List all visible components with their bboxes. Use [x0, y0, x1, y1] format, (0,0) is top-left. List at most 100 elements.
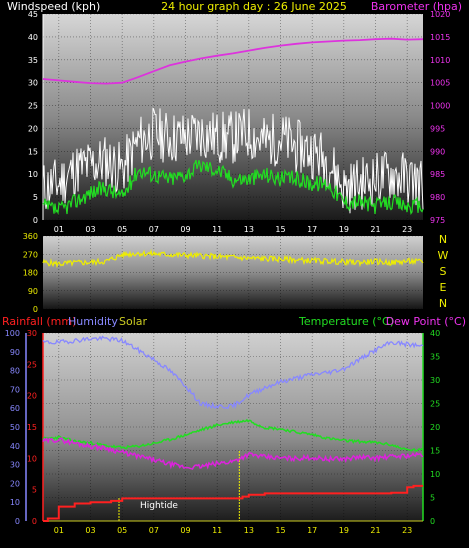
temperature-tick-label: 5: [430, 494, 435, 503]
temperature-tick-label: 40: [430, 329, 440, 338]
compass-label-N: N: [439, 297, 447, 310]
barometer-series-line: [42, 37, 424, 85]
x-tick-label-09: 09: [180, 526, 190, 535]
direction-tick-label: 180: [23, 269, 38, 278]
barometer-tick-label: 1005: [430, 79, 450, 88]
x-tick-label-11: 11: [212, 526, 222, 535]
barometer-tick-label: 990: [430, 147, 445, 156]
temperature-tick-label: 0: [430, 517, 435, 526]
barometer-tick-label: 1000: [430, 102, 450, 111]
barometer-tick-label: 975: [430, 216, 445, 225]
dewpoint-axis-title: Dew Point (°C): [386, 315, 466, 328]
humidity-tick-label: 0: [15, 517, 20, 526]
windspeed-tick-label: 25: [28, 102, 38, 111]
windspeed-tick-label: 0: [33, 216, 38, 225]
humidity-tick-label: 70: [10, 385, 20, 394]
x-tick-label-23: 23: [402, 225, 412, 234]
temperature-tick-label: 20: [430, 423, 440, 432]
compass-label-W: W: [438, 249, 449, 262]
x-tick-label-17: 17: [307, 225, 317, 234]
direction-tick-label: 0: [33, 305, 38, 314]
temperature-tick-label: 30: [430, 376, 440, 385]
x-tick-label-07: 07: [149, 225, 159, 234]
rainfall-tick-label: 15: [27, 423, 37, 432]
wind-direction-series-line: [42, 248, 424, 269]
x-tick-label-19: 19: [339, 526, 349, 535]
humidity-tick-label: 60: [10, 404, 20, 413]
windspeed-gust-series-line: [42, 159, 424, 216]
windspeed-axis-title: Windspeed (kph): [7, 0, 100, 13]
windspeed-tick-label: 20: [28, 124, 38, 133]
temperature-tick-label: 25: [430, 400, 440, 409]
temperature-tick-label: 35: [430, 353, 440, 362]
direction-tick-label: 90: [28, 287, 38, 296]
dewpoint-series-line: [42, 436, 424, 470]
panel-3-tick-labels: 0102030405060708090100051015202530051015…: [5, 329, 440, 535]
panel-2-grid: [43, 235, 423, 310]
rainfall-tick-label: 0: [32, 517, 37, 526]
x-tick-label-21: 21: [370, 225, 380, 234]
x-tick-label-01: 01: [54, 225, 64, 234]
humidity-tick-label: 20: [10, 479, 20, 488]
rainfall-tick-label: 5: [32, 486, 37, 495]
x-tick-label-19: 19: [339, 225, 349, 234]
x-tick-label-21: 21: [370, 526, 380, 535]
solar-axis-title: Solar: [119, 315, 148, 328]
direction-tick-label: 270: [23, 250, 38, 259]
temperature-tick-label: 10: [430, 470, 440, 479]
panel-3-series: [42, 335, 424, 522]
barometer-tick-label: 1020: [430, 10, 450, 19]
humidity-series-line: [42, 335, 424, 410]
humidity-tick-label: 10: [10, 498, 20, 507]
panel-1-tick-labels: 0510152025303540459759809859909951000100…: [28, 10, 451, 234]
barometer-tick-label: 1015: [430, 33, 450, 42]
rainfall-tick-label: 30: [27, 329, 37, 338]
x-tick-label-11: 11: [212, 225, 222, 234]
panel-2-series: [42, 248, 424, 269]
x-tick-label-01: 01: [54, 526, 64, 535]
compass-label-N: N: [439, 233, 447, 246]
x-tick-label-09: 09: [180, 225, 190, 234]
temperature-axis-title: Temperature (°C): [298, 315, 394, 328]
temperature-series-line: [42, 418, 424, 452]
barometer-tick-label: 985: [430, 170, 445, 179]
windspeed-tick-label: 15: [28, 147, 38, 156]
humidity-tick-label: 40: [10, 442, 20, 451]
windspeed-tick-label: 35: [28, 56, 38, 65]
temperature-tick-label: 15: [430, 447, 440, 456]
x-tick-label-05: 05: [117, 526, 127, 535]
humidity-tick-label: 100: [5, 329, 20, 338]
rainfall-tick-label: 10: [27, 454, 37, 463]
windspeed-tick-label: 5: [33, 193, 38, 202]
rainfall-tick-label: 25: [27, 360, 37, 369]
humidity-axis-title: Humidity: [68, 315, 118, 328]
barometer-tick-label: 1010: [430, 56, 450, 65]
x-tick-label-13: 13: [244, 225, 254, 234]
x-tick-label-03: 03: [85, 526, 95, 535]
rainfall-axis-title: Rainfall (mm): [2, 315, 76, 328]
rainfall-series-line: [43, 484, 423, 522]
x-tick-label-23: 23: [402, 526, 412, 535]
windspeed-tick-label: 30: [28, 79, 38, 88]
barometer-tick-label: 995: [430, 124, 445, 133]
rainfall-tick-label: 20: [27, 392, 37, 401]
x-tick-label-05: 05: [117, 225, 127, 234]
compass-label-E: E: [440, 281, 447, 294]
windspeed-tick-label: 45: [28, 10, 38, 19]
humidity-tick-label: 30: [10, 461, 20, 470]
windspeed-tick-label: 40: [28, 33, 38, 42]
x-tick-label-17: 17: [307, 526, 317, 535]
humidity-tick-label: 50: [10, 423, 20, 432]
x-tick-label-15: 15: [275, 526, 285, 535]
x-tick-label-07: 07: [149, 526, 159, 535]
x-tick-label-15: 15: [275, 225, 285, 234]
windspeed-tick-label: 10: [28, 170, 38, 179]
compass-label-S: S: [440, 265, 447, 278]
direction-tick-label: 360: [23, 232, 38, 241]
chart-title: 24 hour graph day : 26 June 2025: [161, 0, 347, 13]
humidity-tick-label: 80: [10, 367, 20, 376]
panel-1-series: [42, 37, 424, 216]
windspeed-series-line: [42, 107, 424, 214]
